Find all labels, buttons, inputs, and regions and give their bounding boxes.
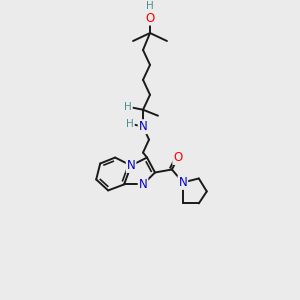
- Text: N: N: [127, 159, 135, 172]
- Text: O: O: [146, 12, 154, 25]
- Text: H: H: [124, 102, 132, 112]
- Text: N: N: [139, 120, 147, 133]
- Text: N: N: [178, 176, 187, 189]
- Text: H: H: [126, 119, 134, 129]
- Text: O: O: [173, 151, 182, 164]
- Text: H: H: [146, 1, 154, 11]
- Text: N: N: [139, 178, 147, 191]
